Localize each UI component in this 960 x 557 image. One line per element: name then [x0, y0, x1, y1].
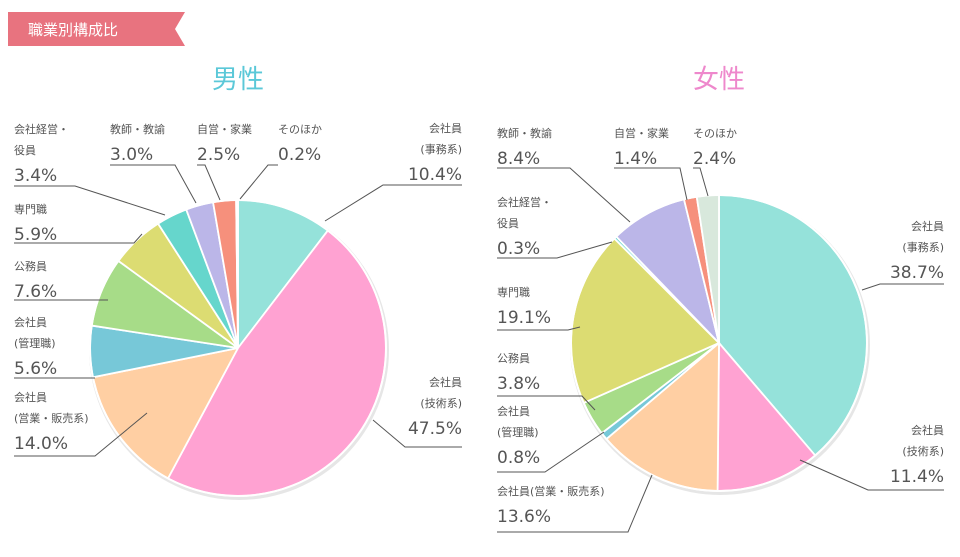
leader-line	[497, 474, 653, 533]
slice-label: (管理職)	[14, 336, 56, 350]
slice-label: 会社経営・	[14, 122, 69, 136]
slice-label: (事務系)	[420, 142, 462, 156]
slice-value: 3.0%	[110, 145, 153, 165]
slice-label: (技術系)	[902, 445, 944, 458]
slice-label: 公務員	[497, 351, 530, 365]
slice-value: 38.7%	[890, 263, 944, 283]
slice-value: 3.8%	[497, 374, 540, 394]
slice-value: 47.5%	[408, 419, 462, 439]
leader-line	[497, 395, 596, 411]
slice-label: 会社員(営業・販売系)	[497, 484, 605, 498]
pie-title: 男性	[212, 65, 264, 95]
slice-label: (営業・販売系)	[14, 411, 89, 425]
slice-label: 役員	[497, 216, 519, 230]
leader-line	[197, 164, 221, 201]
leader-line	[497, 167, 631, 223]
slice-value: 0.2%	[278, 145, 321, 165]
slice-label: (事務系)	[902, 240, 944, 254]
slice-value: 0.8%	[497, 448, 540, 468]
slice-label: 会社員	[429, 121, 462, 135]
leader-line	[110, 164, 197, 204]
pie-rim	[570, 194, 868, 492]
slice-value: 14.0%	[14, 434, 68, 454]
slice-label: 会社員	[429, 375, 462, 389]
pie-rim	[89, 199, 387, 497]
slice-label: 教師・教諭	[110, 122, 165, 136]
slice-value: 11.4%	[890, 467, 944, 487]
leader-line	[497, 241, 613, 259]
slice-label: 自営・家業	[614, 126, 669, 140]
slice-label: そのほか	[693, 127, 737, 140]
slice-label: 公務員	[14, 259, 47, 273]
leader-line	[14, 185, 166, 216]
slice-value: 19.1%	[497, 308, 551, 328]
slice-label: 会社経営・	[497, 195, 552, 209]
slice-value: 1.4%	[614, 149, 657, 169]
slice-value: 2.5%	[197, 145, 240, 165]
slice-label: (技術系)	[420, 397, 462, 410]
section-badge-text: 職業別構成比	[28, 21, 118, 39]
slice-value: 7.6%	[14, 282, 57, 302]
leader-line	[14, 412, 148, 457]
slice-value: 5.9%	[14, 225, 57, 245]
slice-value: 3.4%	[14, 166, 57, 186]
leader-line	[239, 164, 278, 200]
section-badge: 職業別構成比	[8, 12, 185, 46]
slice-label: 教師・教諭	[497, 126, 552, 140]
leader-line	[372, 419, 462, 448]
leader-line	[861, 283, 944, 291]
slice-label: (管理職)	[497, 425, 539, 439]
slice-label: 会社員	[14, 390, 47, 404]
slice-value: 0.3%	[497, 239, 540, 259]
slice-label: そのほか	[278, 123, 322, 136]
leader-line	[324, 184, 462, 222]
section-badge-ribbon	[8, 12, 185, 46]
slice-label: 会社員	[911, 423, 944, 437]
slice-value: 10.4%	[408, 165, 462, 185]
slice-value: 8.4%	[497, 149, 540, 169]
slice-value: 5.6%	[14, 359, 57, 379]
leader-line	[614, 167, 688, 201]
slice-label: 会社員	[14, 315, 47, 329]
slice-value: 2.4%	[693, 149, 736, 169]
leader-line	[693, 167, 709, 197]
slice-label: 会社員	[497, 404, 530, 418]
slice-value: 13.6%	[497, 507, 551, 527]
slice-label: 役員	[14, 143, 36, 157]
leader-line	[799, 459, 944, 491]
slice-label: 会社員	[911, 219, 944, 233]
slice-label: 専門職	[14, 203, 47, 216]
slice-label: 自営・家業	[197, 122, 252, 136]
pie-title: 女性	[693, 65, 745, 95]
leader-line	[14, 233, 143, 244]
leader-line	[497, 326, 581, 331]
leader-line	[497, 431, 605, 473]
slice-label: 専門職	[497, 286, 530, 299]
